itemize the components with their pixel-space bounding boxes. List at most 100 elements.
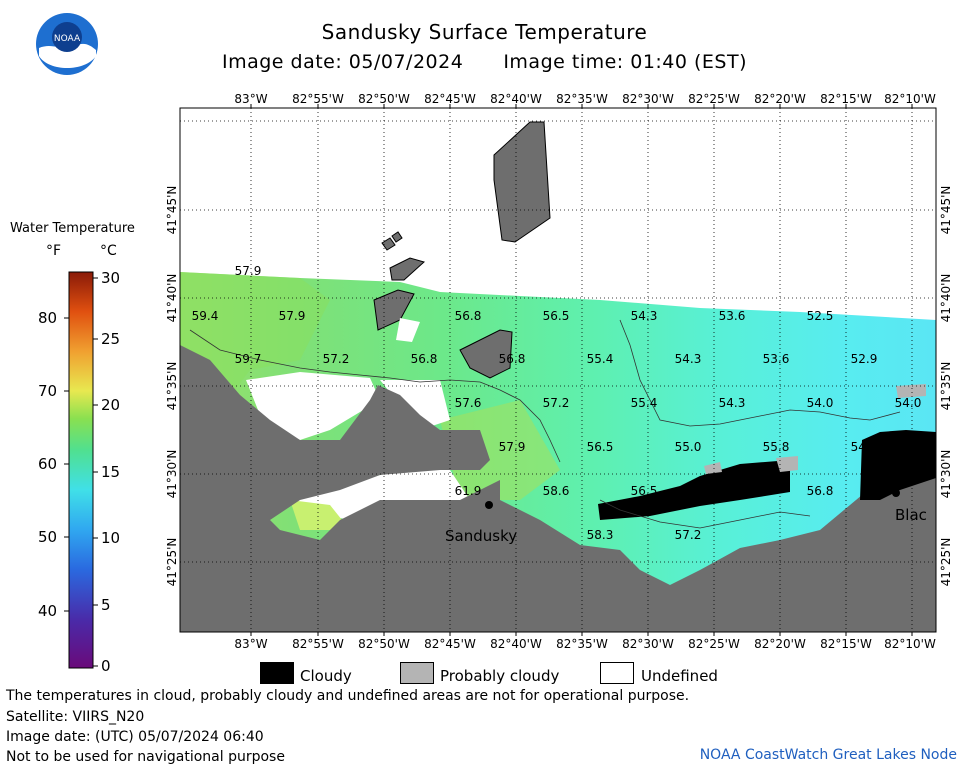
colorbar-tick-f: 60	[38, 455, 58, 473]
lon-label: 83°W	[234, 92, 267, 106]
lat-label: 41°35'N	[939, 362, 953, 411]
lon-label: 82°55'W	[292, 92, 344, 106]
lon-label: 82°15'W	[820, 637, 872, 651]
temp-label: 59.4	[192, 309, 219, 323]
lon-label: 82°50'W	[358, 637, 410, 651]
temp-label: 55.0	[675, 440, 702, 454]
temp-label: 57.2	[323, 352, 350, 366]
lon-label: 82°35'W	[556, 637, 608, 651]
page-title: Sandusky Surface Temperature	[321, 20, 648, 44]
colorbar-tick-c: 15	[101, 463, 121, 481]
lon-label: 82°25'W	[688, 92, 740, 106]
temp-label: 54.0	[851, 440, 878, 454]
lon-label: 82°50'W	[358, 92, 410, 106]
colorbar-tick-f: 40	[38, 602, 58, 620]
colorbar	[64, 271, 98, 669]
colorbar-tick-f: 50	[38, 528, 58, 546]
temp-label: 54.3	[675, 352, 702, 366]
lon-label: 82°10'W	[884, 92, 936, 106]
noaa-logo: NOAA	[36, 13, 98, 75]
lat-label: 41°30'N	[165, 450, 179, 499]
lon-label: 83°W	[234, 637, 267, 651]
footer-image-date: Image date: (UTC) 05/07/2024 06:40	[6, 729, 264, 745]
lat-label: 41°30'N	[939, 450, 953, 499]
temp-label: 57.6	[455, 396, 482, 410]
lon-label: 82°30'W	[622, 637, 674, 651]
temp-label: 54.3	[631, 309, 658, 323]
lat-label: 41°45'N	[939, 186, 953, 235]
temp-label: 57.2	[543, 396, 570, 410]
lat-label: 41°25'N	[939, 538, 953, 587]
temp-label: 56.8	[455, 309, 482, 323]
svg-text:NOAA: NOAA	[54, 34, 81, 44]
legend-label-probably-cloudy: Probably cloudy	[440, 667, 560, 685]
temp-label: 52.5	[807, 309, 834, 323]
lat-label: 41°40'N	[165, 274, 179, 323]
temp-label: 53.6	[763, 352, 790, 366]
city-label-sandusky: Sandusky	[445, 527, 517, 545]
temp-label: 54.0	[807, 396, 834, 410]
image-time: Image time: 01:40 (EST)	[503, 51, 748, 73]
lon-label: 82°40'W	[490, 92, 542, 106]
temp-label: 55.8	[763, 440, 790, 454]
legend-swatch-probably-cloudy	[400, 662, 434, 684]
colorbar-tick-c: 20	[101, 396, 121, 414]
footer-satellite: Satellite: VIIRS_N20	[6, 709, 145, 725]
lon-label: 82°15'W	[820, 92, 872, 106]
island-north	[493, 121, 551, 243]
colorbar-tick-f: 70	[38, 382, 58, 400]
temp-label: 59.7	[235, 352, 262, 366]
lon-label: 82°20'W	[754, 637, 806, 651]
lat-label: 41°25'N	[165, 538, 179, 587]
temp-label: 55.4	[587, 352, 614, 366]
image-date: Image date: 05/07/2024	[221, 51, 464, 73]
city-label-partial: Blac	[895, 506, 927, 524]
legend-swatch-undefined	[600, 662, 634, 684]
footer-navigation-warning: Not to be used for navigational purpose	[6, 749, 285, 765]
temp-label: 58.6	[543, 484, 570, 498]
colorbar-tick-c: 25	[101, 330, 121, 348]
colorbar-tick-c: 0	[101, 657, 111, 675]
temp-label: 53.6	[719, 309, 746, 323]
lon-label: 82°25'W	[688, 637, 740, 651]
lon-label: 82°35'W	[556, 92, 608, 106]
graticule	[180, 108, 936, 632]
temp-label: 61.9	[455, 484, 482, 498]
temp-label: 55.4	[631, 396, 658, 410]
lon-label: 82°30'W	[622, 92, 674, 106]
temp-label: 56.8	[807, 484, 834, 498]
colorbar-unit-f: °F	[46, 243, 62, 259]
colorbar-title: Water Temperature	[10, 221, 135, 236]
lon-label: 82°45'W	[424, 637, 476, 651]
lon-label: 82°20'W	[754, 92, 806, 106]
lat-label: 41°45'N	[165, 186, 179, 235]
legend-label-cloudy: Cloudy	[300, 667, 352, 685]
lat-label: 41°40'N	[939, 274, 953, 323]
image-date-time: Image date: 05/07/2024 Image time: 01:40 …	[0, 51, 969, 73]
temp-label: 57.2	[675, 528, 702, 542]
lon-label: 82°45'W	[424, 92, 476, 106]
city-marker	[892, 489, 900, 497]
footer-disclaimer: The temperatures in cloud, probably clou…	[6, 688, 690, 704]
colorbar-tick-c: 10	[101, 529, 121, 547]
colorbar-tick-c: 30	[101, 269, 121, 287]
city-marker	[485, 501, 493, 509]
temp-label: 54.0	[895, 396, 922, 410]
temp-label: 56.8	[411, 352, 438, 366]
lon-label: 82°55'W	[292, 637, 344, 651]
temp-label: 56.8	[499, 352, 526, 366]
temperature-map: 83°W 82°55'W 82°50'W 82°45'W 82°40'W 82°…	[165, 92, 953, 651]
colorbar-tick-c: 5	[101, 596, 111, 614]
legend-label-undefined: Undefined	[641, 667, 718, 685]
land-south-shore	[180, 345, 936, 632]
temp-label: 57.9	[279, 309, 306, 323]
lat-label: 41°35'N	[165, 362, 179, 411]
lon-label: 82°10'W	[884, 637, 936, 651]
cloudy-region	[598, 460, 790, 520]
map-frame	[179, 107, 937, 633]
temp-label: 52.9	[851, 352, 878, 366]
legend-swatch-cloudy	[260, 662, 294, 684]
colorbar-tick-f: 80	[38, 309, 58, 327]
colorbar-unit-c: °C	[100, 243, 117, 259]
temp-label: 54.3	[719, 396, 746, 410]
